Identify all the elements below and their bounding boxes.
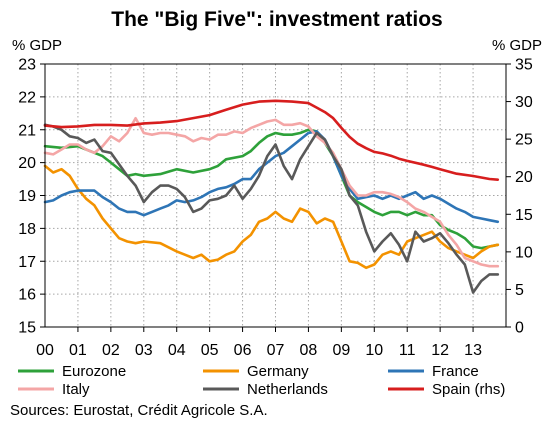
right-tick-label: 10 (515, 244, 533, 261)
x-tick-label: 09 (332, 342, 350, 359)
series-lines (43, 99, 500, 294)
left-tick-label: 22 (18, 89, 36, 106)
right-tick-label: 0 (515, 320, 524, 337)
legend-label-france: France (432, 363, 479, 380)
left-tick-label: 18 (18, 221, 36, 238)
x-tick-label: 13 (464, 342, 482, 359)
x-tick-label: 07 (267, 342, 285, 359)
x-tick-label: 08 (300, 342, 318, 359)
left-axis-unit: % GDP (12, 37, 62, 54)
legend: Eurozone Germany France Italy Netherlands Spa… (18, 363, 505, 398)
right-tick-label: 30 (515, 94, 533, 111)
source-note: Sources: Eurostat, Crédit Agricole S.A. (10, 402, 268, 419)
chart-title: The "Big Five": investment ratios (111, 8, 442, 31)
right-tick-label: 35 (515, 57, 533, 74)
x-tick-label: 06 (234, 342, 252, 359)
right-tick-label: 25 (515, 132, 533, 149)
right-y-axis: 0 5 10 15 20 25 30 35 (506, 57, 533, 337)
legend-label-germany: Germany (247, 363, 309, 380)
x-tick-label: 05 (201, 342, 219, 359)
legend-label-italy: Italy (62, 381, 90, 398)
x-tick-label: 03 (135, 342, 153, 359)
left-tick-label: 15 (18, 320, 36, 337)
series-line-italy (43, 116, 500, 268)
legend-label-eurozone: Eurozone (62, 363, 126, 380)
left-tick-label: 20 (18, 155, 36, 172)
x-tick-label: 12 (431, 342, 449, 359)
x-tick-label: 01 (69, 342, 87, 359)
series-line-germany (43, 164, 500, 270)
series-line-spain-rhs (43, 99, 500, 181)
right-axis-unit: % GDP (492, 37, 542, 54)
right-tick-label: 20 (515, 169, 533, 186)
left-tick-label: 17 (18, 254, 36, 271)
left-tick-label: 16 (18, 287, 36, 304)
left-tick-label: 21 (18, 122, 36, 139)
right-tick-label: 15 (515, 207, 533, 224)
series-line-netherlands (43, 123, 500, 294)
left-y-axis: 15 16 17 18 19 20 21 22 23 (18, 57, 45, 337)
x-tick-label: 00 (36, 342, 54, 359)
left-tick-label: 23 (18, 57, 36, 74)
right-tick-label: 5 (515, 282, 524, 299)
x-tick-label: 11 (399, 342, 416, 359)
x-tick-label: 10 (365, 342, 383, 359)
legend-label-spain-rhs: Spain (rhs) (432, 381, 505, 398)
x-tick-label: 02 (102, 342, 120, 359)
legend-label-netherlands: Netherlands (247, 381, 328, 398)
series-line-france (43, 130, 500, 224)
x-axis: 00 01 02 03 04 05 06 07 08 09 10 11 12 13 (36, 327, 482, 359)
x-tick-label: 04 (168, 342, 186, 359)
left-tick-label: 19 (18, 188, 36, 205)
gridlines (45, 63, 506, 328)
